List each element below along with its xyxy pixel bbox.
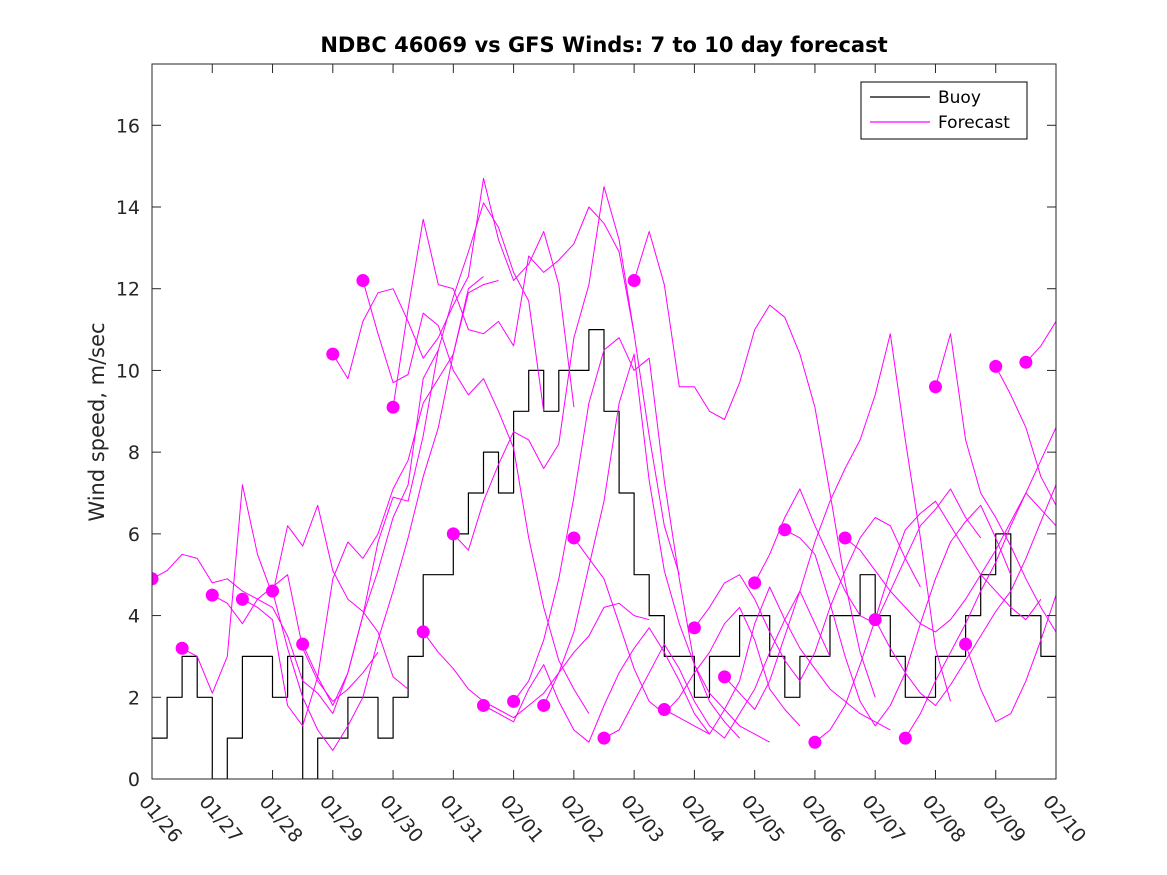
forecast-series-line-30 [1025,320,1056,363]
forecast-series-line-17 [633,231,876,698]
forecast-series-line-24 [844,492,1056,633]
forecast-marker-9 [416,625,430,639]
y-tick-label-5: 10 [116,360,140,382]
forecast-marker-4 [266,584,280,598]
chart-title: NDBC 46069 vs GFS Winds: 7 to 10 day for… [320,33,887,57]
forecast-series-line-16 [603,590,831,739]
y-tick-label-8: 16 [116,115,140,137]
forecast-marker-8 [386,400,400,414]
forecast-marker-2 [205,588,219,602]
forecast-series-line-4 [242,276,484,727]
forecast-marker-21 [778,523,792,537]
forecast-marker-11 [476,698,490,712]
forecast-marker-1 [175,641,189,655]
forecast-marker-20 [748,576,762,590]
forecast-marker-16 [627,274,641,288]
forecast-marker-5 [296,637,310,651]
forecast-marker-23 [838,531,852,545]
forecast-marker-13 [537,698,551,712]
forecast-series-line-26 [904,426,1056,739]
forecast-series-line-6 [302,202,545,706]
forecast-marker-6 [326,347,340,361]
forecast-series-line-14 [543,353,770,743]
forecast-series-line-10 [422,602,650,719]
forecast-marker-26 [928,380,942,394]
forecast-marker-25 [898,731,912,745]
forecast-series-line-7 [332,177,575,408]
forecast-series-line-18 [664,586,891,735]
plot-frame [151,63,1057,780]
forecast-series-line-25 [874,483,1056,706]
forecast-series-line-12 [483,627,710,743]
y-tick-label-3: 6 [128,524,140,546]
forecast-marker-12 [507,694,521,708]
forecast-marker-10 [446,527,460,541]
forecast-series-line-3 [212,349,439,715]
forecast-series-line-23 [814,500,1042,743]
y-axis-label: Wind speed, m/sec [85,322,109,521]
forecast-marker-22 [808,735,822,749]
y-tick-label-2: 4 [128,606,140,628]
legend-box [860,81,1028,140]
buoy-series-line [152,329,1056,779]
forecast-marker-0 [152,572,159,586]
forecast-series-line-5 [272,280,499,751]
forecast-marker-19 [718,670,732,684]
y-tick-label-7: 14 [116,197,140,219]
forecast-series-line-21 [754,488,982,625]
forecast-series-line-19 [693,517,921,682]
forecast-marker-14 [567,531,581,545]
legend-label-buoy: Buoy [938,88,981,108]
forecast-marker-17 [657,703,671,717]
y-tick-label-1: 2 [128,687,140,709]
legend-label-forecast: Forecast [938,113,1010,133]
forecast-series-line-1 [152,553,379,702]
forecast-marker-18 [687,621,701,635]
forecast-series-line-11 [452,186,680,575]
forecast-series-line-9 [392,206,635,408]
forecast-marker-15 [597,731,611,745]
forecast-series-line-28 [965,593,1056,723]
forecast-marker-7 [356,274,370,288]
forecast-marker-27 [959,637,973,651]
forecast-series-line-27 [935,333,1056,633]
y-tick-label-0: 0 [128,769,140,791]
forecast-marker-29 [1019,355,1033,369]
plot-data [152,177,1056,779]
y-tick-label-6: 12 [116,279,140,301]
forecast-series-line-22 [784,504,1012,727]
forecast-marker-28 [989,359,1003,373]
forecast-series-line-8 [362,280,590,714]
legend: Buoy Forecast [860,81,1028,140]
y-tick-label-4: 8 [128,442,140,464]
forecast-marker-24 [868,613,882,627]
forecast-series-line-29 [995,366,1056,507]
forecast-marker-3 [235,592,249,606]
forecast-series-line-2 [181,484,409,694]
forecast-series-line-13 [513,337,740,739]
forecast-series-line-20 [724,333,951,710]
